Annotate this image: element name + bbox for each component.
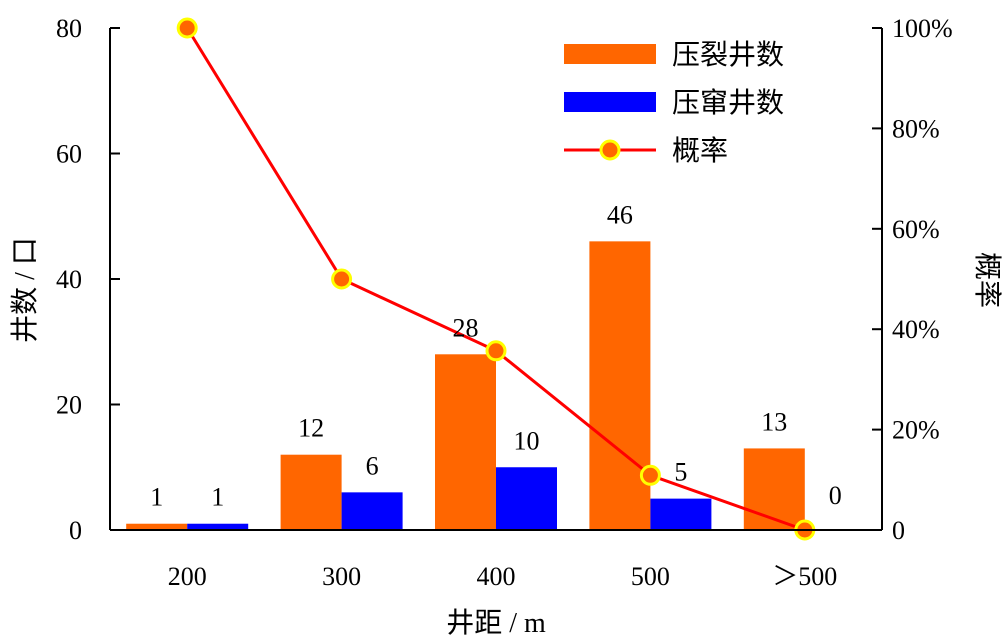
bar-0-0 — [126, 523, 188, 530]
legend-label-probability: 概率 — [672, 135, 728, 167]
data-label-0-2: 28 — [453, 313, 479, 342]
data-label-1-0: 1 — [211, 483, 224, 512]
y2-axis-title: 概率 — [971, 252, 1003, 308]
x-tick-label-0: 200 — [168, 562, 207, 591]
bar-0-4 — [743, 448, 805, 530]
legend-swatch-fracturing — [564, 44, 656, 64]
data-label-1-2: 10 — [514, 426, 540, 455]
probability-point-3 — [639, 464, 661, 486]
bar-0-1 — [280, 454, 342, 530]
data-label-1-3: 5 — [674, 458, 687, 487]
data-label-0-4: 13 — [761, 407, 787, 436]
x-axis-title: 井距 / m — [446, 607, 546, 639]
y-axis-title: 井数 / 口 — [9, 237, 41, 343]
y2-tick-label-0: 0 — [892, 516, 905, 545]
bar-0-2 — [435, 354, 496, 530]
data-label-1-4: 0 — [829, 481, 842, 510]
data-label-0-0: 1 — [150, 483, 163, 512]
data-label-1-1: 6 — [366, 451, 379, 480]
y-tick-label-0: 0 — [69, 516, 82, 545]
legend: 压裂井数 压窜井数 概率 — [564, 39, 784, 167]
y-tick-label-1: 20 — [56, 391, 82, 420]
y-tick-label-3: 60 — [56, 140, 82, 169]
bars-layer — [126, 241, 805, 530]
y2-tick-label-2: 40% — [892, 315, 940, 344]
bar-1-0 — [187, 523, 249, 530]
legend-label-channeling: 压窜井数 — [672, 87, 784, 119]
y-tick-label-2: 40 — [56, 265, 82, 294]
probability-line-layer — [176, 17, 816, 541]
legend-swatch-channeling — [564, 92, 656, 112]
probability-point-1 — [331, 268, 353, 290]
x-tick-label-2: 400 — [477, 562, 516, 591]
bar-0-3 — [589, 241, 651, 530]
y2-tick-label-1: 20% — [892, 416, 940, 445]
data-label-0-3: 46 — [607, 200, 633, 229]
x-ticks-layer: 200 300 400 500 ＞500 — [168, 562, 838, 591]
data-labels-layer: 1 12 28 46 13 1 6 10 5 0 — [150, 200, 842, 511]
x-tick-label-4: ＞500 — [772, 562, 837, 591]
y2-tick-label-3: 60% — [892, 215, 940, 244]
x-tick-label-3: 500 — [631, 562, 670, 591]
legend-marker-probability — [599, 139, 621, 161]
y-tick-label-4: 80 — [56, 14, 82, 43]
y2-tick-label-5: 100% — [892, 14, 953, 43]
x-tick-label-1: 300 — [322, 562, 361, 591]
probability-point-0 — [176, 17, 198, 39]
y2-ticks-layer: 0 20% 40% 60% 80% 100% — [872, 14, 953, 545]
bar-1-3 — [650, 498, 712, 530]
bar-1-1 — [341, 492, 403, 530]
legend-label-fracturing: 压裂井数 — [672, 39, 784, 71]
y-ticks-layer: 0 20 40 60 80 — [56, 14, 120, 545]
bar-1-2 — [496, 467, 557, 530]
data-label-0-1: 12 — [298, 414, 324, 443]
probability-point-2 — [485, 340, 507, 362]
y2-tick-label-4: 80% — [892, 114, 940, 143]
